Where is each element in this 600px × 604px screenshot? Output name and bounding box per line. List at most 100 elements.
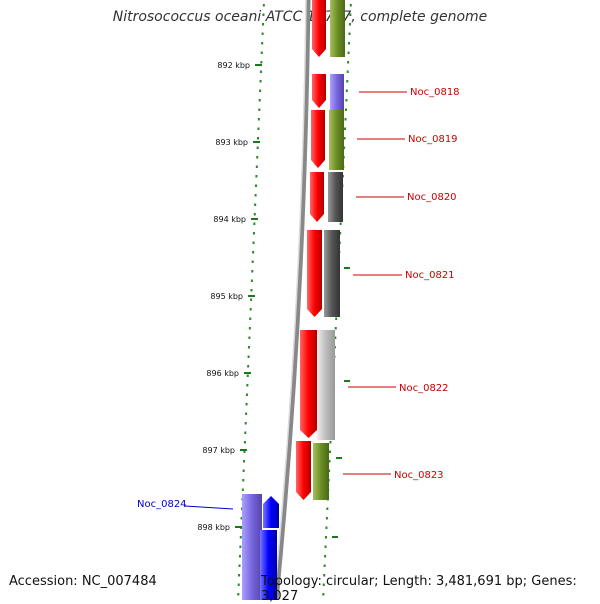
gc-dot [248, 346, 251, 349]
gc-dot [344, 108, 347, 111]
tick-label: 892 kbp [217, 61, 250, 70]
gene-label[interactable]: Noc_0818 [410, 87, 460, 98]
gc-dot [259, 89, 262, 92]
gene-arrow[interactable] [312, 74, 326, 108]
gc-dot [322, 593, 325, 596]
gene-label[interactable]: Noc_0820 [407, 192, 457, 203]
gc-dot [252, 251, 255, 254]
gene-leader-line [184, 505, 234, 510]
gene-arrow[interactable] [300, 330, 317, 438]
gc-dot [347, 61, 350, 64]
gc-dot [328, 460, 331, 463]
gc-dot [344, 127, 347, 130]
gene-label[interactable]: Noc_0823 [394, 470, 444, 481]
gc-dot [347, 51, 350, 54]
gene-cog-block[interactable] [329, 110, 344, 170]
gc-dot [243, 460, 246, 463]
gc-dot [257, 127, 260, 130]
tick-track: 892 kbp 893 kbp 894 kbp 895 kbp 896 kbp 897 k… [197, 61, 350, 538]
gene-label-track: Noc_0818 Noc_0819 Noc_0820 Noc_0821 Noc_0822… [137, 87, 460, 510]
tick-label: 896 kbp [206, 369, 239, 378]
gc-dot [251, 270, 254, 273]
gc-dot [247, 365, 250, 368]
gc-dot [334, 336, 337, 339]
tick-label: 895 kbp [210, 292, 243, 301]
gc-dot [250, 298, 253, 301]
gc-dot [324, 536, 327, 539]
gc-dot [247, 355, 250, 358]
gc-dot [244, 422, 247, 425]
gc-dot [349, 13, 352, 16]
gc-dot [323, 574, 326, 577]
gene-cog-block[interactable] [330, 74, 344, 110]
gene-arrow[interactable] [263, 496, 279, 528]
gc-dot [237, 583, 240, 586]
gc-dot [252, 241, 255, 244]
gc-dot [256, 146, 259, 149]
gc-dot [261, 42, 264, 45]
gc-dot [324, 545, 327, 548]
gene-cog-block[interactable] [328, 172, 343, 222]
tick-label: 893 kbp [215, 138, 248, 147]
gc-dot [252, 232, 255, 235]
gene-arrow[interactable] [311, 110, 325, 168]
gc-dot [348, 32, 351, 35]
gc-dot [255, 165, 258, 168]
gc-dot [244, 431, 247, 434]
gene-label[interactable]: Noc_0821 [405, 270, 455, 281]
map-title: Nitrosococcus oceani ATCC 19707, complet… [112, 9, 488, 25]
gc-dot [249, 317, 252, 320]
gene-label[interactable]: Noc_0824 [137, 499, 187, 510]
gc-dot [242, 469, 245, 472]
gene-arrow[interactable] [312, 0, 326, 57]
gc-dot [246, 384, 249, 387]
gc-dot [243, 450, 246, 453]
tick-label: 897 kbp [202, 446, 235, 455]
gc-dot [239, 545, 242, 548]
gc-dot [254, 194, 257, 197]
gene-cog-block[interactable] [317, 330, 335, 440]
gc-dot [348, 23, 351, 26]
backbone-ring [273, 0, 311, 600]
gc-dot [245, 393, 248, 396]
gc-dot [250, 289, 253, 292]
gc-dot [238, 564, 241, 567]
gene-label[interactable]: Noc_0819 [408, 134, 458, 145]
gc-dot [260, 51, 263, 54]
gc-dot [237, 593, 240, 596]
gc-dot [328, 450, 331, 453]
gc-dot [345, 99, 348, 102]
gene-cog-block[interactable] [330, 0, 345, 57]
gc-dot [257, 118, 260, 121]
backbone-ring-highlight [273, 0, 307, 600]
gc-dot [257, 137, 260, 140]
gene-arrow-body[interactable] [260, 530, 277, 600]
gc-dot [329, 441, 332, 444]
gc-dot [261, 32, 264, 35]
gene-cog-block[interactable] [242, 494, 262, 600]
gc-dot [259, 80, 262, 83]
gc-dot [243, 441, 246, 444]
gene-arrow[interactable] [307, 230, 322, 317]
tick-label: 898 kbp [197, 523, 230, 532]
gene-cog-block[interactable] [324, 230, 340, 317]
gc-dot [343, 146, 346, 149]
gc-dot [323, 564, 326, 567]
gc-dot [255, 175, 258, 178]
gc-dot [255, 184, 258, 187]
gc-dot [239, 536, 242, 539]
gene-arrow[interactable] [296, 441, 311, 500]
gc-dot [322, 583, 325, 586]
gc-dot [339, 222, 342, 225]
gc-dot [249, 308, 252, 311]
accession-text: Accession: NC_007484 [9, 574, 157, 589]
gc-dot [262, 23, 265, 26]
gc-dot [248, 336, 251, 339]
gene-arrow[interactable] [310, 172, 324, 222]
gc-dot [246, 374, 249, 377]
gc-dot [343, 137, 346, 140]
gene-cog-block[interactable] [313, 443, 329, 500]
gc-dot [328, 469, 331, 472]
gene-label[interactable]: Noc_0822 [399, 383, 449, 394]
